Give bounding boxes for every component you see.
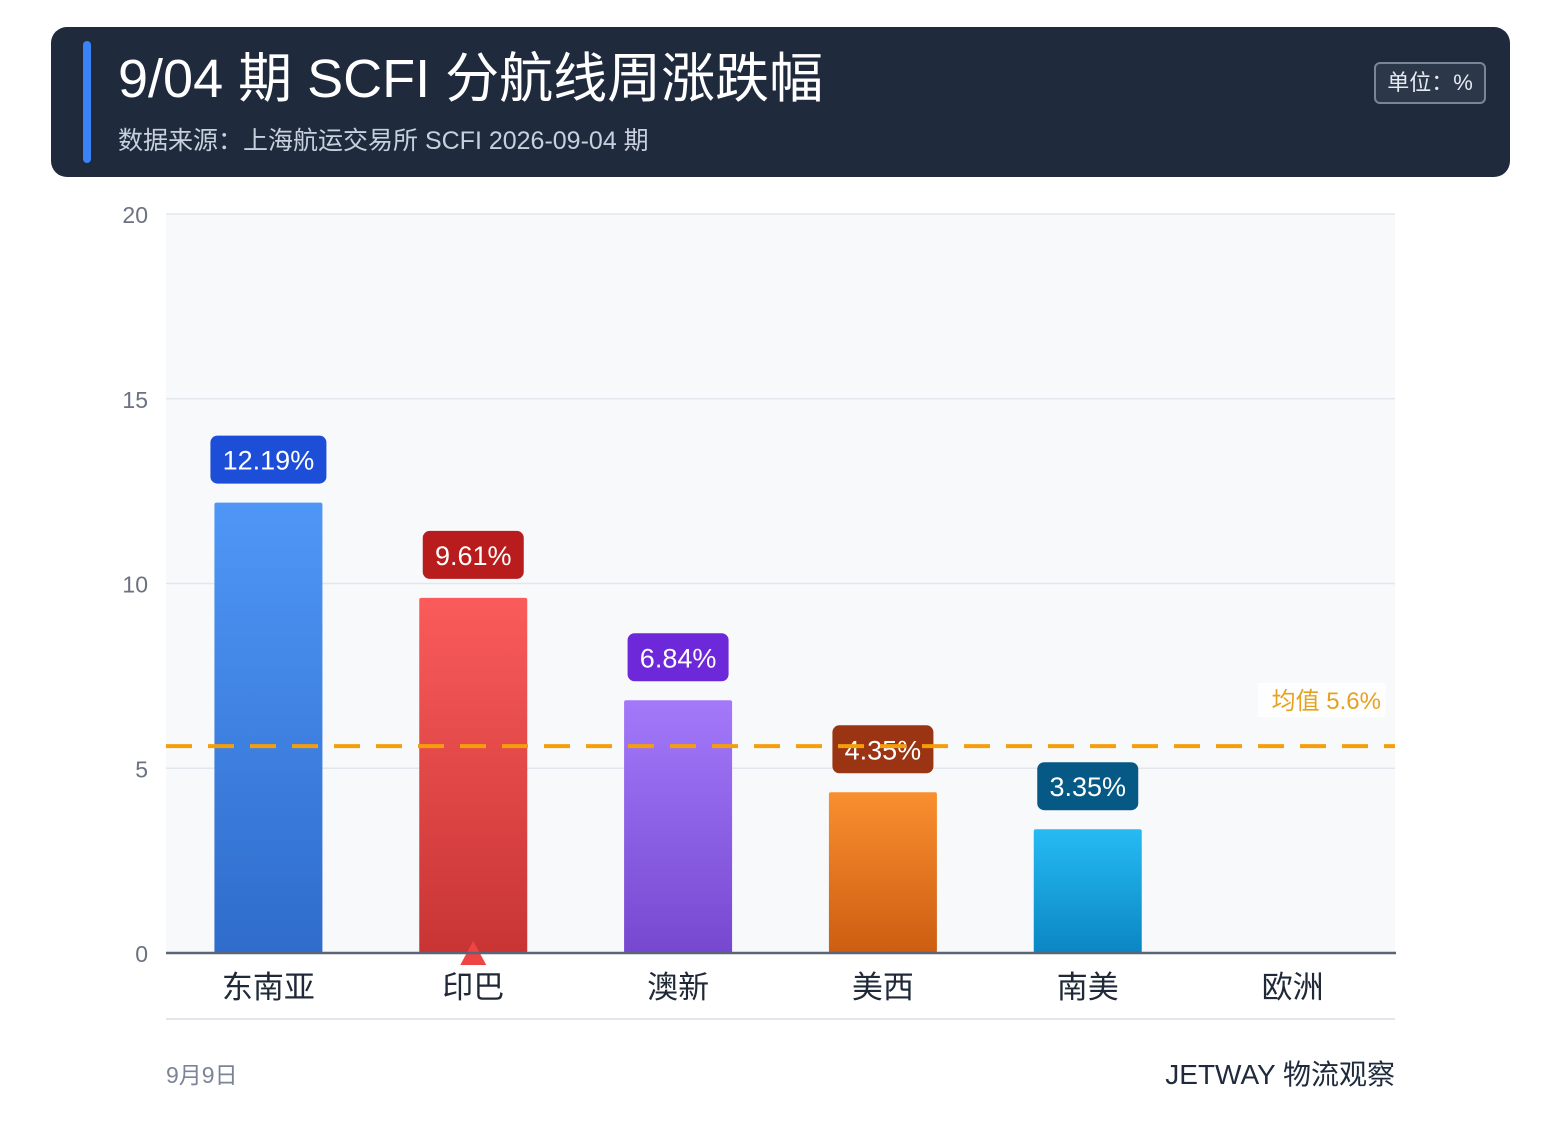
x-tick-label: 印巴 xyxy=(442,970,504,1005)
y-tick-label: 5 xyxy=(135,756,148,782)
data-label-bg xyxy=(422,530,524,579)
bar-3 xyxy=(624,700,733,953)
data-label: 3.35% xyxy=(1049,772,1126,802)
footer-brand: JETWAY 物流观察 xyxy=(1165,1059,1395,1090)
data-label: 12.19% xyxy=(223,446,315,476)
bar-1 xyxy=(214,502,323,953)
data-label-bg xyxy=(832,725,934,774)
y-tick-label: 0 xyxy=(135,941,148,967)
y-tick-label: 15 xyxy=(122,387,148,413)
data-label-bg xyxy=(1037,762,1139,811)
y-tick-label: 10 xyxy=(122,572,148,598)
x-tick-label: 澳新 xyxy=(647,970,709,1005)
x-tick-label: 东南亚 xyxy=(222,970,315,1005)
data-label-bg xyxy=(627,633,729,682)
mean-label: 均值 5.6% xyxy=(1272,688,1381,715)
data-label: 6.84% xyxy=(640,643,717,673)
data-label: 9.61% xyxy=(435,541,512,571)
mean-label-bg xyxy=(1258,683,1386,718)
data-label: 4.35% xyxy=(845,735,922,765)
bar-4 xyxy=(828,792,937,953)
chart-subtitle: 数据来源：上海航运交易所 SCFI 2026-09-04 期 xyxy=(118,127,649,155)
y-tick-label: 20 xyxy=(122,202,148,228)
bar-5 xyxy=(1033,829,1142,953)
chart-header: 9/04 期 SCFI 分航线周涨跌幅 数据来源：上海航运交易所 SCFI 20… xyxy=(51,27,1510,177)
data-label-bg xyxy=(210,435,327,484)
chart-title: 9/04 期 SCFI 分航线周涨跌幅 xyxy=(118,49,824,109)
x-tick-label: 南美 xyxy=(1057,970,1119,1005)
x-tick-label: 美西 xyxy=(852,970,914,1005)
unit-badge: 单位：% xyxy=(1374,62,1486,104)
header-accent-bar xyxy=(83,41,91,163)
bar-2 xyxy=(419,597,528,953)
x-tick-label: 欧洲 xyxy=(1262,970,1324,1005)
footer-date: 9月9日 xyxy=(166,1062,238,1088)
